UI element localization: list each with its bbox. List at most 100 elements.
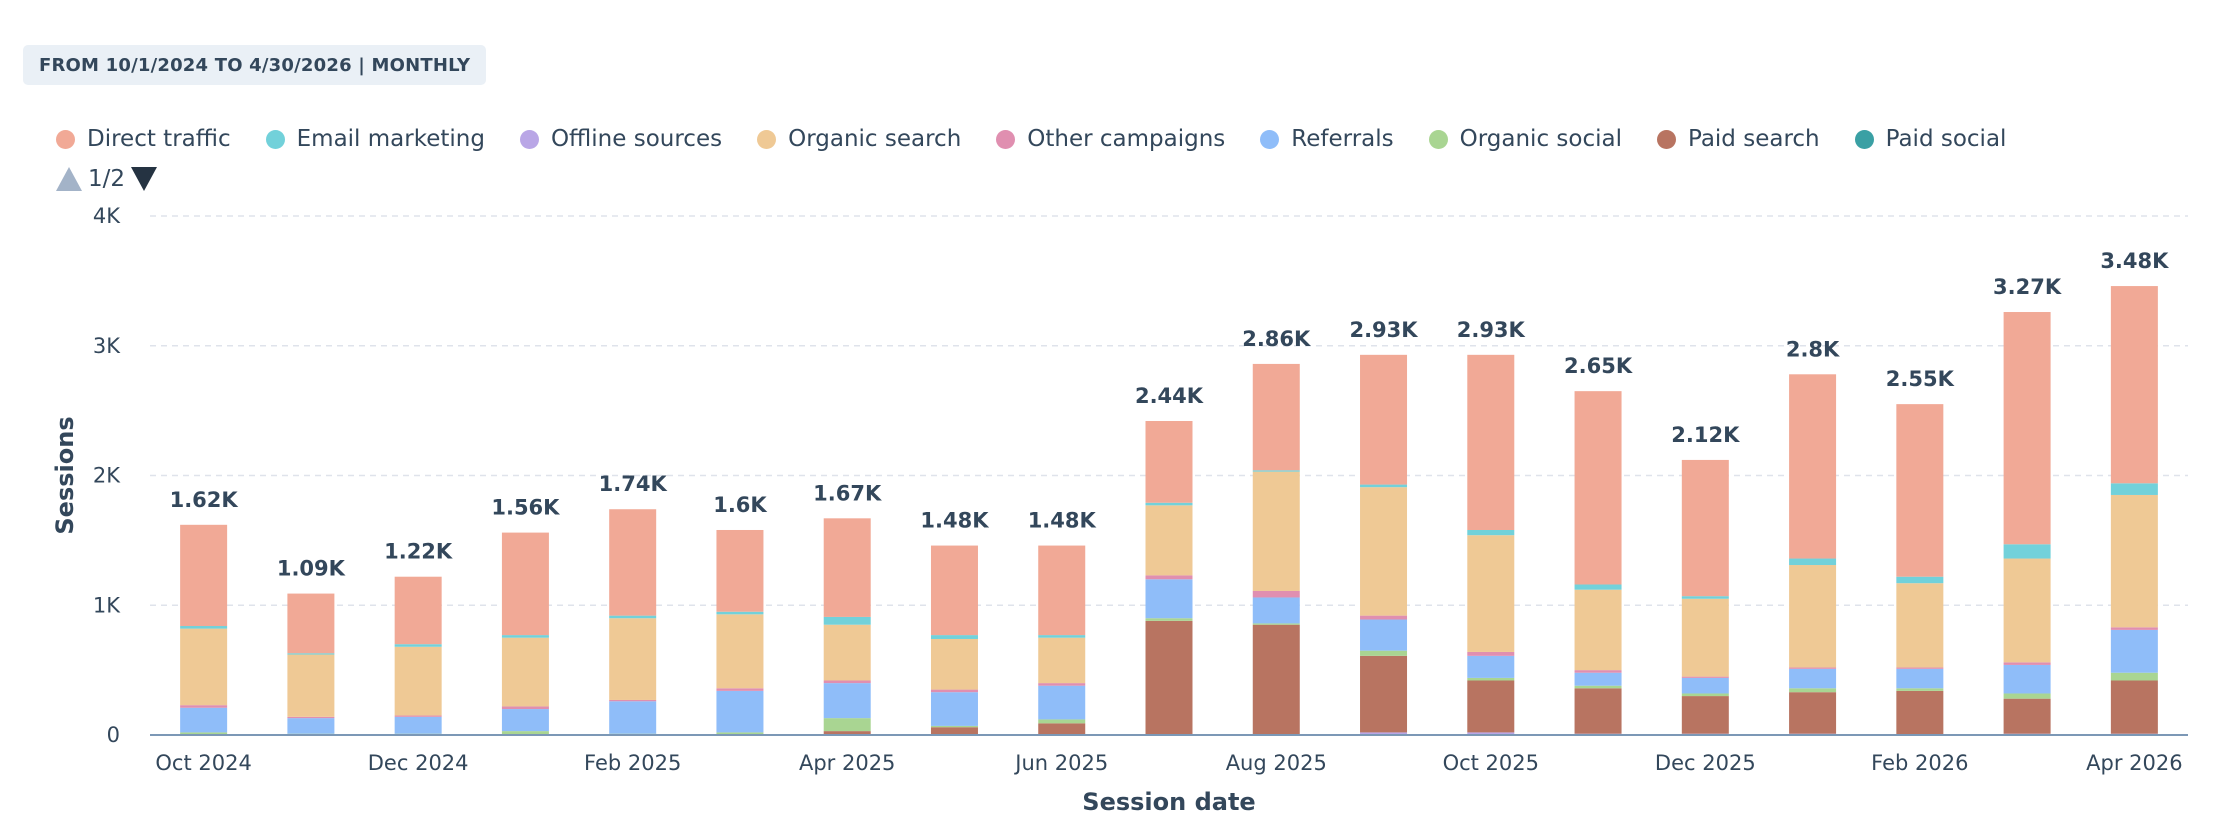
bar-segment (1467, 655, 1515, 678)
bar-segment (716, 732, 764, 735)
bar-segment (180, 705, 228, 708)
bar-segment (2110, 627, 2158, 630)
bar-segment (2110, 286, 2158, 484)
bar-segment (1252, 363, 1300, 471)
bar-segment (1252, 471, 1300, 591)
legend-label: Paid social (1885, 126, 2007, 152)
y-tick-label: 2K (93, 464, 121, 488)
bar-segment (1896, 583, 1944, 668)
bar-segment (501, 731, 549, 735)
legend-item[interactable]: Referrals (1260, 126, 1394, 152)
bar-total-label: 3.27K (1993, 275, 2062, 299)
bar-segment (1145, 575, 1193, 580)
bar-segment (716, 690, 764, 733)
bar-segment (1252, 624, 1300, 735)
bar-segment (1360, 732, 1408, 735)
bar-segment (2110, 629, 2158, 673)
legend-item[interactable]: Direct traffic (56, 126, 231, 152)
bar-segment (501, 637, 549, 707)
x-axis-title: Session date (1082, 788, 1255, 816)
bar-segment (823, 518, 871, 617)
bar-total-label: 1.09K (277, 557, 346, 581)
bar-segment (2003, 312, 2051, 545)
bar-segment (1574, 688, 1622, 734)
legend-swatch-icon (1656, 129, 1676, 149)
bar-segment (1038, 719, 1086, 724)
legend-item[interactable]: Paid search (1656, 126, 1820, 152)
bar-segment (1681, 598, 1729, 677)
legend-label: Offline sources (550, 126, 723, 152)
bar-segment (1789, 688, 1837, 693)
bar-segment (823, 731, 871, 735)
x-tick-label: Feb 2025 (584, 751, 681, 775)
legend-label: Organic search (788, 126, 962, 152)
bar-segment (1145, 618, 1193, 621)
bar-segment (1360, 354, 1408, 485)
bar-segment (930, 689, 978, 693)
bar-segment (1789, 558, 1837, 566)
bar-segment (1360, 650, 1408, 656)
bar-segment (1789, 565, 1837, 668)
pager-down-arrow-icon[interactable] (131, 167, 158, 191)
bar-segment (1467, 354, 1515, 530)
bar-segment (1681, 676, 1729, 678)
y-tick-label: 4K (93, 204, 121, 228)
legend-item[interactable]: Other campaigns (996, 126, 1225, 152)
bar-segment (1145, 505, 1193, 576)
bar-segment (180, 524, 228, 627)
bar-segment (1038, 545, 1086, 636)
bar-segment (2003, 664, 2051, 694)
bar-segment (394, 716, 442, 734)
x-tick-label: Apr 2026 (2086, 751, 2182, 775)
pager-up-arrow-icon[interactable] (56, 167, 82, 191)
legend-swatch-icon (1428, 129, 1448, 149)
legend-item[interactable]: Offline sources (519, 126, 723, 152)
bar-segment (1789, 668, 1837, 689)
bar-segment (1681, 596, 1729, 599)
date-range-filter-chip[interactable]: FROM 10/1/2024 TO 4/30/2026 | MONTHLY (23, 45, 487, 85)
x-tick-label: Dec 2024 (368, 751, 469, 775)
bar-segment (1681, 693, 1729, 697)
x-tick-label: Apr 2025 (799, 751, 895, 775)
bar-segment (930, 727, 978, 735)
bar-segment (823, 680, 871, 684)
x-tick-label: Oct 2025 (1443, 751, 1539, 775)
bar-segment (501, 706, 549, 710)
bar-total-label: 1.6K (713, 493, 767, 517)
bar-total-label: 2.86K (1242, 327, 1311, 351)
legend-label: Organic social (1459, 126, 1622, 152)
bar-segment (501, 709, 549, 732)
legend-swatch-icon (1260, 129, 1280, 149)
legend-item[interactable]: Email marketing (265, 126, 485, 152)
x-tick-label: Dec 2025 (1655, 751, 1756, 775)
bar-segment (501, 635, 549, 638)
bar-segment (180, 732, 228, 735)
legend-swatch-icon (757, 129, 777, 149)
legend-item[interactable]: Organic social (1428, 126, 1622, 152)
x-tick-label: Jun 2025 (1013, 751, 1108, 775)
bar-segment (823, 624, 871, 681)
bar-segment (1896, 668, 1944, 689)
bar-total-label: 1.67K (813, 481, 882, 505)
bar-total-label: 1.22K (384, 540, 453, 564)
bar-segment (1574, 589, 1622, 671)
legend-item[interactable]: Organic search (757, 126, 961, 152)
bar-segment (609, 615, 657, 619)
bar-total-label: 2.55K (1886, 367, 1955, 391)
bar-segment (394, 576, 442, 645)
legend-label: Email marketing (296, 126, 485, 152)
bar-segment (1145, 421, 1193, 503)
legend-item[interactable]: Paid social (1854, 126, 2007, 152)
bar-total-label: 1.48K (1028, 509, 1097, 533)
legend-label: Direct traffic (87, 126, 231, 152)
bar-segment (1467, 680, 1515, 733)
bar-segment (1145, 579, 1193, 619)
bar-segment (394, 715, 442, 717)
bar-segment (1038, 723, 1086, 735)
bar-segment (930, 638, 978, 690)
bar-segment (1789, 667, 1837, 669)
bar-segment (1360, 655, 1408, 733)
y-tick-label: 1K (93, 593, 121, 617)
bar-total-label: 2.12K (1671, 423, 1740, 447)
bar-segment (2110, 672, 2158, 681)
